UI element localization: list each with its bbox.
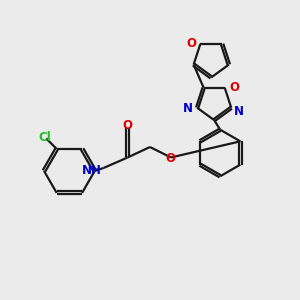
- Text: NH: NH: [82, 164, 102, 176]
- Text: O: O: [230, 81, 239, 94]
- Text: N: N: [183, 102, 193, 115]
- Text: O: O: [165, 152, 175, 165]
- Text: O: O: [123, 119, 133, 132]
- Text: N: N: [234, 105, 244, 118]
- Text: Cl: Cl: [38, 131, 51, 144]
- Text: O: O: [187, 38, 197, 50]
